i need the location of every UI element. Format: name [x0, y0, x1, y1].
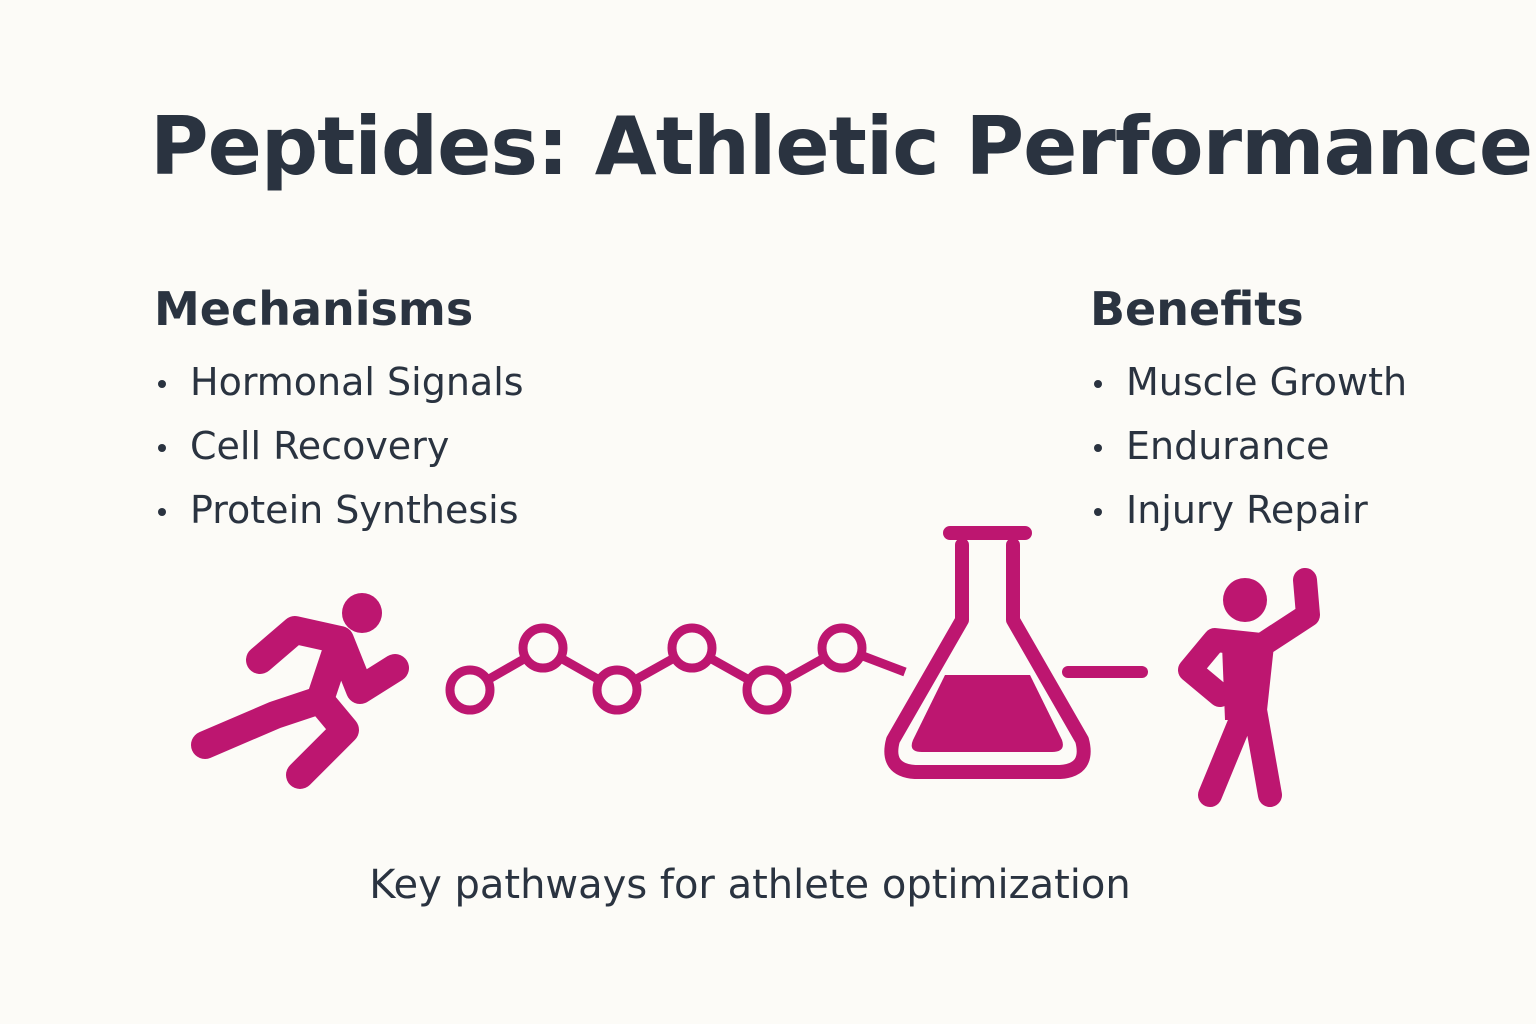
title: Peptides: Athletic Performance	[150, 100, 1533, 193]
item: Muscle Growth	[1090, 350, 1407, 414]
item: Endurance	[1090, 414, 1407, 478]
benefits: Benefits Muscle Growth Endurance Injury …	[1090, 282, 1407, 542]
item: Injury Repair	[1090, 478, 1407, 542]
item: Cell Recovery	[154, 414, 524, 478]
flask-icon	[884, 526, 1148, 779]
caption: Key pathways for athlete optimization	[369, 862, 1131, 908]
runner-icon	[191, 593, 409, 789]
heading: Mechanisms	[154, 282, 474, 336]
peptide-chain	[445, 623, 907, 715]
item: Hormonal Signals	[154, 350, 524, 414]
heading: Benefits	[1090, 282, 1304, 336]
mechanisms: Mechanisms Hormonal Signals Cell Recover…	[154, 282, 524, 542]
list: Muscle Growth Endurance Injury Repair	[1090, 350, 1407, 542]
athlete-icon	[1178, 568, 1320, 807]
item: Protein Synthesis	[154, 478, 524, 542]
list: Hormonal Signals Cell Recovery Protein S…	[154, 350, 524, 542]
